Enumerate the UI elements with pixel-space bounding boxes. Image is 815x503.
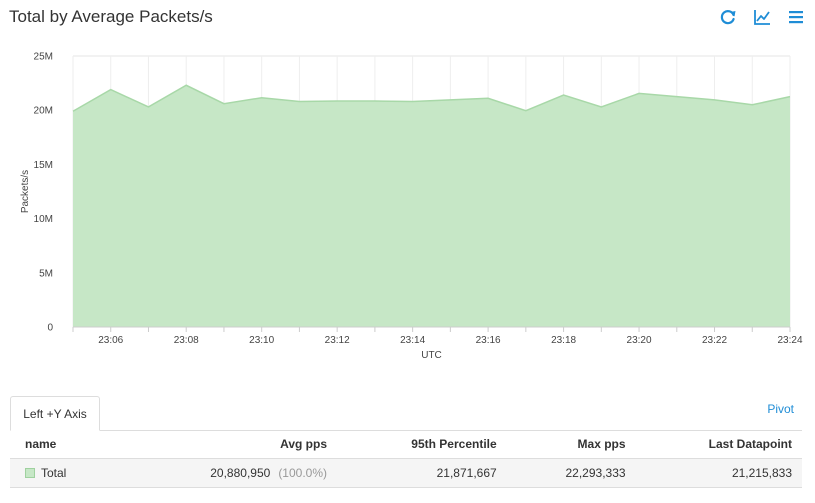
row-name-cell: Total [10, 458, 117, 488]
table-row[interactable]: Total 20,880,950 (100.0%) 21,871,667 22,2… [10, 458, 802, 488]
y-axis-title: Packets/s [20, 170, 31, 213]
x-axis-title: UTC [421, 350, 442, 361]
x-tick-label: 23:22 [702, 335, 727, 346]
x-tick-label: 23:20 [627, 335, 652, 346]
refresh-icon[interactable] [719, 8, 737, 26]
x-tick-label: 23:14 [400, 335, 425, 346]
row-avg: 20,880,950 [210, 466, 271, 480]
chart-title: Total by Average Packets/s [9, 7, 213, 26]
tab-left-y-axis[interactable]: Left +Y Axis [10, 396, 100, 431]
series-color-swatch [25, 468, 35, 478]
line-chart-icon[interactable] [753, 8, 771, 26]
header-last[interactable]: Last Datapoint [635, 430, 802, 459]
row-last: 21,215,833 [635, 458, 802, 488]
y-tick-label: 0 [47, 323, 53, 334]
row-name: Total [41, 466, 67, 480]
x-tick-label: 23:16 [476, 335, 501, 346]
table-header-row: name Avg pps 95th Percentile Max pps Las… [10, 430, 802, 459]
x-tick-label: 23:18 [551, 335, 576, 346]
series-line-total [72, 84, 791, 112]
y-tick-label: 25M [34, 52, 53, 63]
header-avg[interactable]: Avg pps [116, 430, 338, 459]
axis-tabs: Left +Y Axis Pivot [10, 396, 802, 431]
chart-toolbar [719, 8, 805, 26]
hamburger-menu-icon[interactable] [787, 8, 805, 26]
x-tick-label: 23:08 [174, 335, 199, 346]
row-p95: 21,871,667 [337, 458, 507, 488]
summary-table: name Avg pps 95th Percentile Max pps Las… [10, 430, 802, 488]
header-name[interactable]: name [10, 430, 117, 459]
x-tick-label: 23:24 [777, 335, 802, 346]
area-chart: 0 5M 10M 15M 20M 25M 23:06 23:08 23:10 23:12 23:14… [20, 52, 803, 362]
y-tick-label: 15M [34, 160, 53, 171]
row-max: 22,293,333 [506, 458, 636, 488]
row-avg-cell: 20,880,950 (100.0%) [116, 458, 338, 488]
y-tick-label: 5M [39, 268, 53, 279]
pivot-link[interactable]: Pivot [767, 402, 794, 416]
y-tick-label: 10M [34, 214, 53, 225]
x-tick-label: 23:06 [98, 335, 123, 346]
header-max[interactable]: Max pps [506, 430, 636, 459]
y-tick-label: 20M [34, 106, 53, 117]
series-area-total [73, 85, 790, 327]
header-p95[interactable]: 95th Percentile [337, 430, 507, 459]
x-tick-label: 23:12 [325, 335, 350, 346]
x-tick-label: 23:10 [249, 335, 274, 346]
row-avg-percent: (100.0%) [278, 466, 328, 480]
